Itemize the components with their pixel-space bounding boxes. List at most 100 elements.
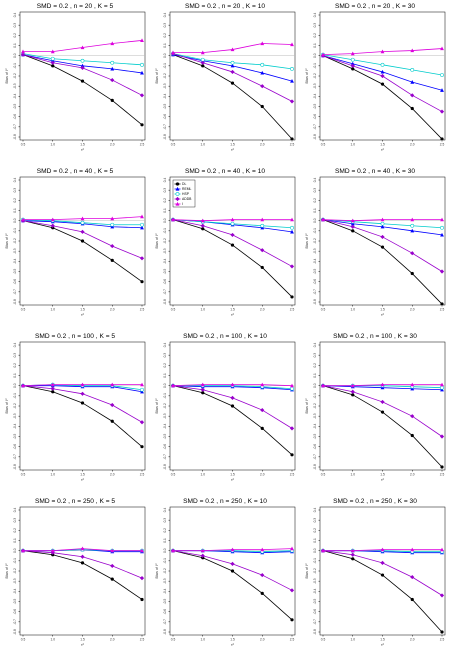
y-tick-label: -0.6 [163,609,167,615]
data-point-dl [201,227,205,231]
data-point-dl [290,137,294,140]
x-tick-label: 2.5 [440,638,445,642]
data-point-hsp [110,60,115,65]
y-tick-label: -0.8 [313,629,317,635]
legend-box [172,179,196,208]
y-axis-label: Bias of I² [305,398,309,414]
y-tick-label: 0.3 [13,188,17,193]
data-point-i [50,548,55,553]
legend-marker [175,182,180,186]
y-tick-label: -0.7 [163,124,167,130]
x-tick-label: 1.0 [351,473,356,477]
legend-marker [175,186,180,191]
y-tick-label: 0.0 [163,548,167,553]
data-point-hsp [380,221,385,226]
data-point-dl [80,79,85,83]
data-point-reml [350,61,355,66]
y-tick-label: 0.0 [13,548,17,553]
y-tick-label: 0.2 [13,198,17,203]
chart-title: SMD = 0.2 , n = 40 , K = 30 [335,168,415,175]
y-tick-label: -0.2 [163,568,167,574]
data-point-addb [410,575,415,580]
legend-label: I [182,202,183,206]
data-point-i [410,217,415,222]
data-point-addb [410,414,415,419]
x-tick-label: 1.0 [351,638,356,642]
data-point-addb [110,563,115,568]
x-tick-label: 1.5 [380,473,385,477]
y-tick-label: -0.4 [13,588,17,594]
x-axis-label: τ² [81,313,84,317]
data-point-addb [380,399,385,405]
y-tick-label: -0.1 [313,63,317,69]
data-point-i [260,217,265,222]
data-point-dl [440,137,444,140]
data-point-i [260,547,265,552]
y-tick-label: 0.3 [313,188,317,193]
series-line-dl [322,55,443,140]
x-tick-label: 0.5 [171,473,176,477]
data-point-addb [110,77,115,83]
data-point-dl [230,404,235,408]
x-axis-label: τ² [81,643,84,647]
series-group [320,547,445,634]
series-line-dl [172,219,293,298]
y-tick-label: -0.7 [13,619,17,625]
chart-panel: SMD = 0.2 , n = 100 , K = 10 -0.8 -0.7 -0.6… [150,330,300,495]
y-tick-label: -0.6 [163,444,167,450]
y-tick-label: -0.2 [313,238,317,244]
data-point-i [50,49,55,54]
data-point-reml [290,79,294,83]
y-tick-label: 0.1 [13,43,17,48]
y-tick-label: 0.4 [163,343,167,348]
x-tick-label: 2.5 [290,143,295,147]
chart-svg: SMD = 0.2 , n = 100 , K = 10 -0.8 -0.7 -0.6… [155,333,296,482]
data-point-hsp [410,223,415,228]
data-point-i [230,547,235,552]
y-tick-label: 0.4 [163,508,167,513]
x-tick-label: 2.0 [260,638,265,642]
data-point-dl [110,577,114,581]
x-tick-label: 2.5 [290,638,295,642]
y-tick-label: -0.4 [13,258,17,264]
chart-svg: SMD = 0.2 , n = 250 , K = 30 -0.8 -0.7 -0.6… [305,498,446,647]
data-point-addb [289,99,295,104]
x-axis-label: τ² [381,478,384,482]
y-axis-label: Bias of I² [305,233,309,249]
y-tick-label: -0.8 [313,134,317,140]
y-tick-label: -0.5 [163,269,167,275]
y-tick-label: -0.5 [313,104,317,110]
data-point-dl [380,410,385,414]
data-point-dl [380,573,385,577]
data-point-i [410,547,415,552]
data-point-i [50,382,55,387]
y-tick-label: -0.7 [163,289,167,295]
y-tick-label: 0.0 [13,218,17,223]
y-tick-label: 0.4 [13,508,17,513]
y-tick-label: -0.5 [13,599,17,605]
series-group [20,38,145,127]
y-tick-label: -0.1 [13,228,17,234]
data-point-i [290,383,294,388]
data-point-i [110,216,115,221]
y-tick-label: -0.2 [313,403,317,409]
y-tick-label: 0.3 [163,518,167,523]
chart-svg: SMD = 0.2 , n = 20 , K = 10 -0.8 -0.7 -0.6 -… [155,3,296,152]
x-tick-label: 1.0 [351,143,356,147]
data-point-i [410,48,415,53]
y-tick-label: -0.6 [13,444,17,450]
data-point-addb [410,251,415,256]
x-tick-label: 2.5 [440,473,445,477]
data-point-reml [440,88,444,92]
data-point-hsp [440,225,444,230]
x-axis-label: τ² [231,478,234,482]
y-tick-label: -0.3 [163,248,167,254]
data-point-dl [230,81,235,85]
data-point-i [200,218,205,223]
y-tick-label: -0.1 [313,393,317,399]
data-point-dl [80,561,85,565]
y-tick-label: -0.5 [13,434,17,440]
y-tick-label: -0.4 [163,93,167,99]
y-axis-label: Bias of I² [155,68,159,84]
data-point-addb [289,426,295,431]
